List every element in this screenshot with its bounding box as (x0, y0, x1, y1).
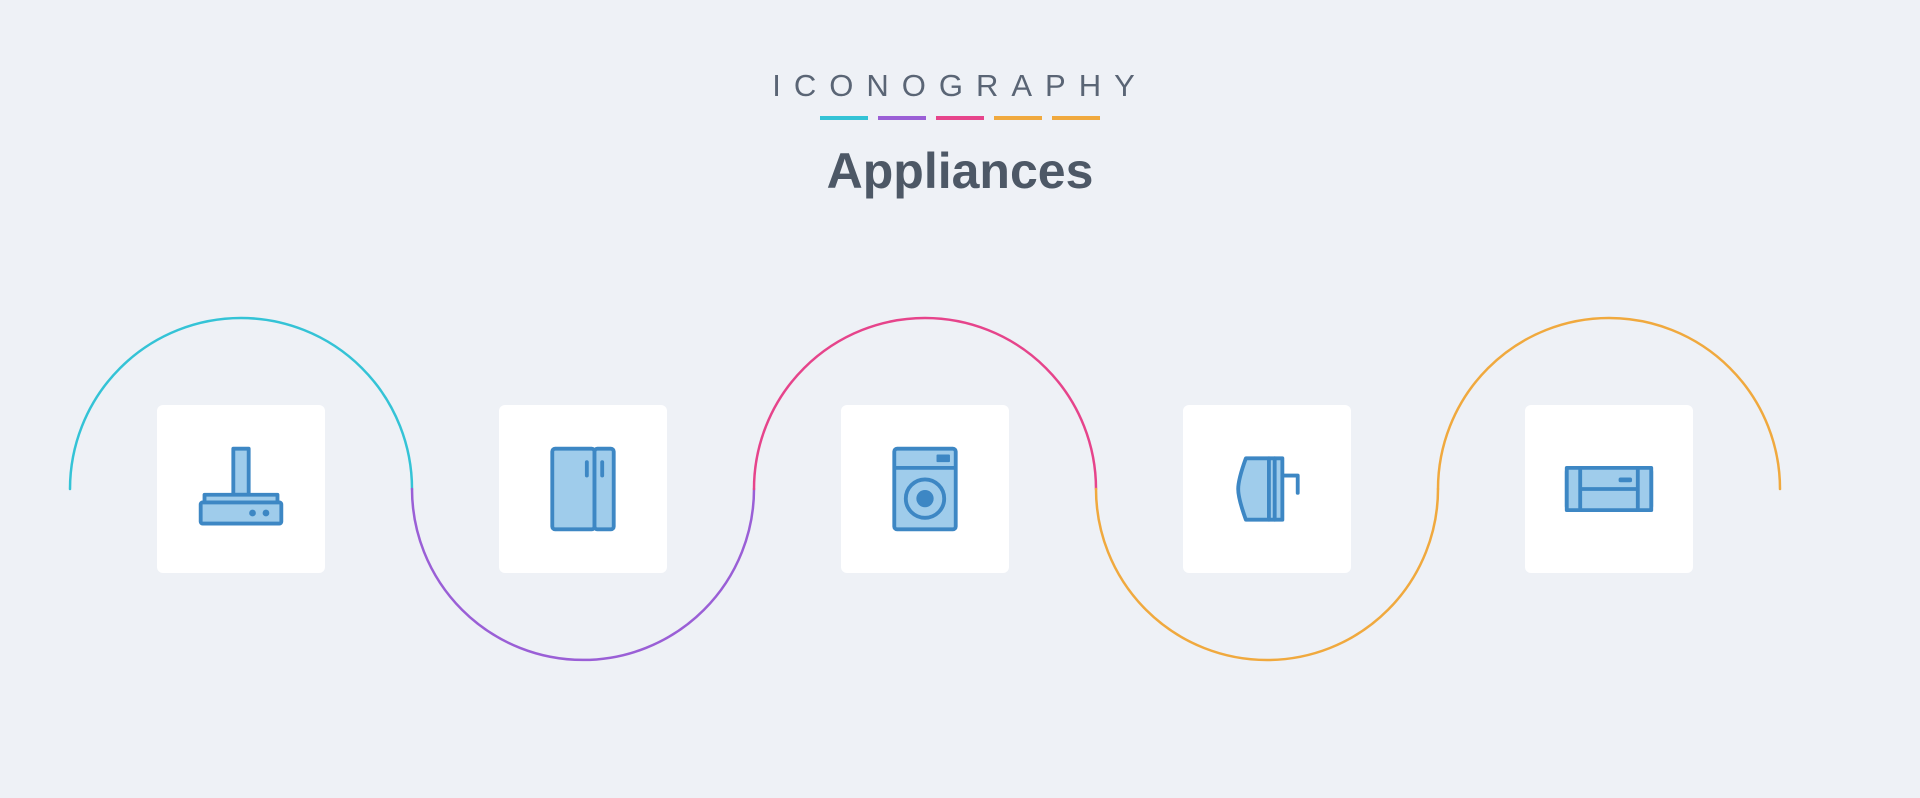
page-title: Appliances (827, 142, 1094, 200)
icon-card (499, 405, 667, 573)
underline-segment (878, 116, 926, 120)
underline-segment (1052, 116, 1100, 120)
icon-card (1525, 405, 1693, 573)
underline-segment (820, 116, 868, 120)
cooker-hood-icon (193, 441, 289, 537)
brand-label: ICONOGRAPHY (772, 68, 1148, 104)
air-conditioner-icon (1561, 441, 1657, 537)
icon-card (841, 405, 1009, 573)
underline-segment (994, 116, 1042, 120)
underline-segment (936, 116, 984, 120)
header: ICONOGRAPHY Appliances (0, 0, 1920, 200)
icon-card (1183, 405, 1351, 573)
kettle-icon (1219, 441, 1315, 537)
icons-row (0, 405, 1920, 605)
brand-underline (820, 116, 1100, 120)
icon-card (157, 405, 325, 573)
refrigerator-icon (535, 441, 631, 537)
washing-machine-icon (877, 441, 973, 537)
